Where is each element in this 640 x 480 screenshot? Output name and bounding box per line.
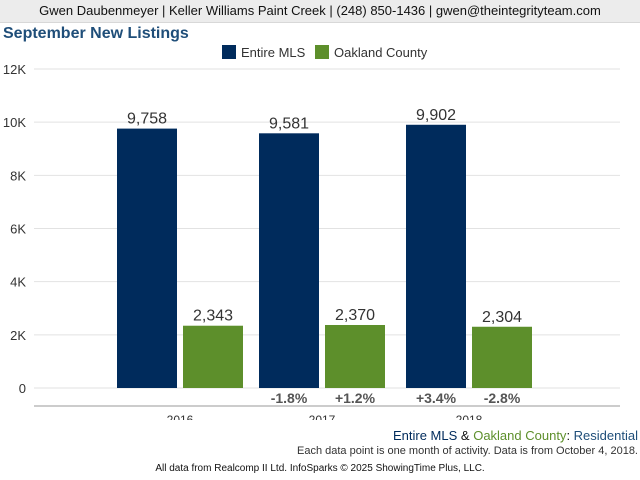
bar [325, 324, 385, 388]
legend-swatch [222, 45, 236, 59]
bar-value-label: 9,902 [416, 107, 456, 124]
x-tick-label: 2017 [309, 413, 336, 420]
chart-title: September New Listings [3, 25, 189, 42]
data-credit: All data from Realcomp II Ltd. InfoSpark… [155, 463, 485, 474]
y-tick-label: 0 [19, 381, 26, 396]
legend-label: Oakland County [334, 45, 428, 60]
x-tick-label: 2018 [456, 413, 483, 420]
change-label: +3.4% [416, 390, 457, 406]
bar [183, 325, 243, 388]
footer-legend-colon: : [566, 428, 574, 443]
bar [472, 326, 532, 388]
bar-value-label: 2,370 [335, 307, 375, 324]
y-tick-label: 6K [10, 222, 26, 237]
change-label: +1.2% [335, 390, 376, 406]
bar [259, 133, 319, 388]
x-tick-label: 2016 [167, 413, 194, 420]
y-tick-label: 2K [10, 328, 26, 343]
bar-value-label: 2,304 [482, 309, 522, 326]
change-label: -2.8% [484, 390, 521, 406]
y-tick-label: 10K [3, 115, 26, 130]
footer-legend: Entire MLS & Oakland County: Residential [393, 428, 638, 443]
bar-value-label: 2,343 [193, 308, 233, 325]
footer-legend-series-b: Oakland County [473, 428, 567, 443]
y-tick-label: 8K [10, 168, 26, 183]
bar-value-label: 9,758 [127, 111, 167, 128]
bar [117, 128, 177, 388]
change-label: -1.8% [271, 390, 308, 406]
legend-swatch [315, 45, 329, 59]
contact-line: Gwen Daubenmeyer | Keller Williams Paint… [39, 3, 601, 18]
bar [406, 124, 466, 388]
legend-label: Entire MLS [241, 45, 306, 60]
y-tick-label: 12K [3, 62, 26, 77]
footer-legend-amp: & [457, 428, 474, 443]
footer-legend-series-a: Entire MLS [392, 428, 458, 443]
footer-legend-type: Residential [573, 428, 638, 443]
contact-header: Gwen Daubenmeyer | Keller Williams Paint… [0, 0, 640, 23]
bar-chart: 02K4K6K8K10K12K9,7582,34320169,581-1.8%2… [3, 45, 620, 420]
y-tick-label: 4K [10, 275, 26, 290]
data-note: Each data point is one month of activity… [297, 445, 638, 457]
bar-value-label: 9,581 [269, 115, 309, 132]
